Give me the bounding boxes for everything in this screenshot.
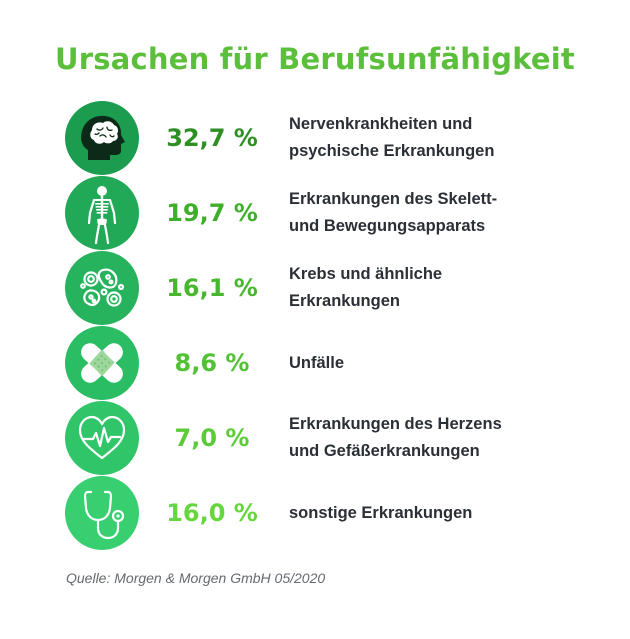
cause-label: Unfälle <box>289 325 609 401</box>
bandage-icon <box>64 325 140 401</box>
cause-row: 7,0 % Erkrankungen des Herzens und Gefäßer… <box>0 400 630 476</box>
brain-head-icon <box>64 100 140 176</box>
cause-label: sonstige Erkrankungen <box>289 475 609 551</box>
cause-label-line: Erkrankungen <box>289 292 400 310</box>
percentage-value: 7,0 % <box>174 424 250 452</box>
cause-label: Nervenkrankheiten und psychische Erkranku… <box>289 100 609 176</box>
cause-label-line: Erkrankungen des Skelett- <box>289 190 498 208</box>
source-note: Quelle: Morgen & Morgen GmbH 05/2020 <box>66 570 326 586</box>
cause-label-line: und Gefäßerkrankungen <box>289 442 480 460</box>
chart-title: Ursachen für Berufsunfähigkeit <box>55 42 575 76</box>
percentage-value: 32,7 % <box>166 124 258 152</box>
heart-pulse-icon <box>64 400 140 476</box>
skeleton-icon <box>64 175 140 251</box>
cause-row: 32,7 % Nervenkrankheiten und psychische Er… <box>0 100 630 176</box>
cause-label-line: Erkrankungen des Herzens <box>289 415 502 433</box>
cause-label-line: sonstige Erkrankungen <box>289 503 473 522</box>
cause-row: 16,1 % Krebs und ähnliche Erkrankungen <box>0 250 630 326</box>
percentage-value: 16,0 % <box>166 499 258 527</box>
cause-row: 16,0 % sonstige Erkrankungen <box>0 475 630 551</box>
cause-label-line: psychische Erkrankungen <box>289 142 495 160</box>
cause-label-line: Krebs und ähnliche <box>289 265 443 283</box>
stethoscope-icon <box>64 475 140 551</box>
cause-label: Krebs und ähnliche Erkrankungen <box>289 250 609 326</box>
cause-row: 19,7 % Erkrankungen des Skelett-und Beweg… <box>0 175 630 251</box>
cause-label-line: und Bewegungsapparats <box>289 217 486 235</box>
cells-icon <box>64 250 140 326</box>
cause-row: 8,6 % Unfälle <box>0 325 630 401</box>
percentage-value: 8,6 % <box>174 349 250 377</box>
percentage-value: 19,7 % <box>166 199 258 227</box>
cause-label: Erkrankungen des Herzens und Gefäßerkrank… <box>289 400 609 476</box>
cause-label-line: Unfälle <box>289 353 345 372</box>
cause-label-line: Nervenkrankheiten und <box>289 115 473 133</box>
cause-label: Erkrankungen des Skelett-und Bewegungsap… <box>289 175 609 251</box>
percentage-value: 16,1 % <box>166 274 258 302</box>
